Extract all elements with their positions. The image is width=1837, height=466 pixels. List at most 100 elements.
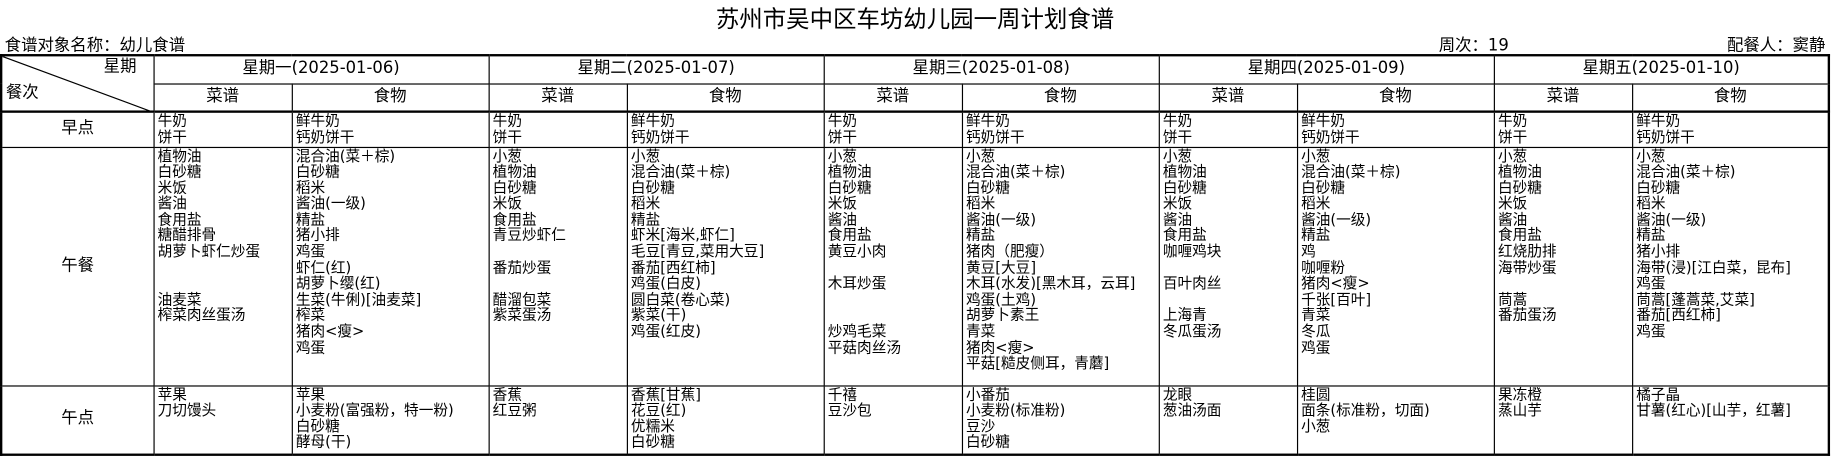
ingredient-item: 番茄[西红柿] bbox=[630, 258, 716, 276]
dish-item: 饼干 bbox=[827, 127, 858, 146]
breakfast-food-cell: 鲜牛奶 钙奶饼干 bbox=[961, 111, 1160, 148]
dish-item: 红豆粥 bbox=[492, 400, 537, 419]
dish-item: 小葱 bbox=[827, 146, 858, 164]
ingredient-item: 精盐 bbox=[630, 210, 661, 228]
ingredient-item: 混合油(菜＋棕) bbox=[966, 162, 1066, 180]
ingredient-item: 猪肉<瘦> bbox=[966, 337, 1035, 356]
day-header: 星期四(2025-01-09) bbox=[1158, 54, 1495, 85]
lunch-food-cell: 小葱 混合油(菜＋棕) 白砂糖 稻米 精盐 虾米[海米,虾仁] 毛豆[青豆,菜用大豆] 番茄[… bbox=[626, 146, 825, 386]
breakfast-menu-cell: 牛奶 饼干 bbox=[487, 111, 628, 148]
dish-item: 青豆炒虾仁 bbox=[492, 226, 566, 244]
ingredient-item: 白砂糖 bbox=[295, 162, 340, 180]
ingredient-item: 苹果 bbox=[295, 385, 326, 403]
dish-item: 葱油汤面 bbox=[1162, 400, 1222, 419]
ingredient-item: 混合油(菜＋棕) bbox=[295, 146, 396, 164]
ingredient-item: 鲜牛奶 bbox=[1636, 111, 1681, 130]
ingredient-item: 鸡蛋(红皮) bbox=[630, 321, 701, 340]
ingredient-item: 桂圆 bbox=[1301, 385, 1331, 403]
ingredient-item: 猪肉<瘦> bbox=[295, 321, 365, 340]
menu-column-header: 菜谱 bbox=[487, 82, 628, 113]
ingredient-item: 鸡蛋(土鸡) bbox=[966, 290, 1037, 308]
dish-item: 牛奶 bbox=[492, 111, 522, 130]
dish-item bbox=[1163, 259, 1296, 275]
food-column-header: 食物 bbox=[1296, 82, 1495, 113]
ingredient-item: 咖喱粉 bbox=[1301, 258, 1346, 276]
snack-food-cell: 香蕉[甘蕉] 花豆(红) 优糯米 白砂糖 bbox=[626, 384, 825, 456]
ingredient-item: 鸡蛋 bbox=[1636, 321, 1666, 340]
lunch-food-cell: 小葱 混合油(菜＋棕) 白砂糖 稻米 酱油(一级) 精盐鸡咖喱粉 猪肉<瘦> 千张[百叶] 青菜… bbox=[1296, 146, 1495, 386]
dish-item: 米饭 bbox=[157, 178, 187, 196]
ingredient-item: 青菜 bbox=[966, 321, 996, 340]
ingredient-item: 香蕉[甘蕉] bbox=[630, 385, 701, 403]
ingredient-item: 豆沙 bbox=[966, 416, 996, 435]
dish-item: 香蕉 bbox=[492, 385, 522, 403]
ingredient-item: 白砂糖 bbox=[295, 416, 340, 435]
ingredient-item: 酱油(一级) bbox=[1636, 210, 1707, 228]
dish-item bbox=[158, 259, 291, 275]
ingredient-item: 毛豆[青豆,菜用大豆] bbox=[630, 242, 765, 260]
ingredient-item: 白砂糖 bbox=[1301, 178, 1346, 196]
ingredient-item: 优糯米 bbox=[630, 416, 675, 435]
ingredient-item: 白砂糖 bbox=[630, 432, 675, 451]
dish-item: 炒鸡毛菜 bbox=[827, 321, 887, 340]
dish-item: 食用盐 bbox=[492, 210, 537, 228]
breakfast-menu-cell: 牛奶 饼干 bbox=[1493, 111, 1633, 148]
ingredient-item: 稻米 bbox=[1636, 194, 1666, 212]
dish-item: 小葱 bbox=[1497, 146, 1528, 164]
ingredient-item: 酵母(干) bbox=[295, 432, 352, 451]
weekday-axis-label: 星期 bbox=[103, 57, 137, 77]
lunch-menu-cell: 小葱 植物油 白砂糖 米饭 食用盐 青豆炒虾仁 番茄炒蛋 醋溜包菜 紫菜蛋汤 bbox=[487, 146, 628, 386]
ingredient-item: 鸡 bbox=[1301, 242, 1316, 260]
ingredient-item: 木耳(水发)[黑木耳，云耳] bbox=[966, 274, 1136, 292]
ingredient-item: 橘子晶 bbox=[1636, 385, 1681, 403]
ingredient-item: 鸡蛋 bbox=[1301, 337, 1331, 356]
breakfast-food-cell: 鲜牛奶 钙奶饼干 bbox=[1296, 111, 1495, 148]
dish-item: 百叶肉丝 bbox=[1162, 274, 1222, 292]
breakfast-food-cell: 鲜牛奶 钙奶饼干 bbox=[1631, 111, 1831, 148]
corner-header: 星期 餐次 bbox=[0, 54, 155, 113]
ingredient-item: 钙奶饼干 bbox=[1301, 127, 1360, 146]
dish-item: 牛奶 bbox=[157, 111, 187, 130]
ingredient-item: 混合油(菜＋棕) bbox=[1636, 162, 1736, 180]
snack-menu-cell: 龙眼 葱油汤面 bbox=[1158, 384, 1298, 456]
dish-item: 食用盐 bbox=[827, 226, 872, 244]
dish-item: 植物油 bbox=[492, 162, 537, 180]
ingredient-item: 小葱 bbox=[630, 146, 661, 164]
dish-item: 番茄蛋汤 bbox=[1497, 306, 1557, 324]
ingredient-item: 冬瓜 bbox=[1301, 321, 1331, 340]
ingredient-item: 紫菜(干) bbox=[630, 306, 687, 324]
dish-item: 龙眼 bbox=[1162, 385, 1193, 403]
lunch-food-cell: 混合油(菜＋棕) 白砂糖 稻米 酱油(一级) 精盐 猪小排 鸡蛋 虾仁(红) 胡萝卜缨(红) 生菜… bbox=[291, 146, 490, 386]
dish-item bbox=[1498, 275, 1631, 291]
dish-item bbox=[1163, 291, 1296, 307]
week-number: 周次：19 bbox=[1438, 36, 1509, 56]
dish-item: 食用盐 bbox=[1497, 226, 1542, 244]
ingredient-item: 甘薯(红心)[山芋，红薯] bbox=[1636, 400, 1791, 419]
dish-item: 糖醋排骨 bbox=[157, 226, 217, 244]
dish-item: 饼干 bbox=[1162, 127, 1193, 146]
dish-item: 木耳炒蛋 bbox=[827, 274, 887, 292]
ingredient-item: 稻米 bbox=[966, 194, 996, 212]
ingredient-item: 鸡蛋 bbox=[1636, 274, 1666, 292]
dish-item: 榨菜肉丝蛋汤 bbox=[157, 306, 246, 324]
dish-item: 海带炒蛋 bbox=[1497, 258, 1557, 276]
dish-item: 白砂糖 bbox=[827, 178, 872, 196]
ingredient-item: 白砂糖 bbox=[966, 432, 1010, 451]
meal-axis-label: 餐次 bbox=[5, 83, 39, 103]
ingredient-item: 猪小排 bbox=[295, 226, 340, 244]
menu-column-header: 菜谱 bbox=[1493, 82, 1633, 113]
ingredient-item: 精盐 bbox=[295, 210, 326, 228]
ingredient-item: 猪小排 bbox=[1636, 242, 1681, 260]
dish-item: 米饭 bbox=[492, 194, 522, 212]
ingredient-item: 钙奶饼干 bbox=[1636, 127, 1695, 146]
ingredient-item: 番茄[西红柿] bbox=[1636, 306, 1721, 324]
dish-item: 植物油 bbox=[1497, 162, 1542, 180]
dish-item: 苹果 bbox=[157, 385, 187, 403]
snack-menu-cell: 香蕉 红豆粥 bbox=[487, 384, 628, 456]
dish-item: 紫菜蛋汤 bbox=[492, 306, 552, 324]
dish-item: 牛奶 bbox=[827, 111, 858, 130]
dish-item bbox=[828, 307, 961, 323]
dish-item: 米饭 bbox=[1497, 194, 1528, 212]
food-column-header: 食物 bbox=[1631, 82, 1831, 113]
